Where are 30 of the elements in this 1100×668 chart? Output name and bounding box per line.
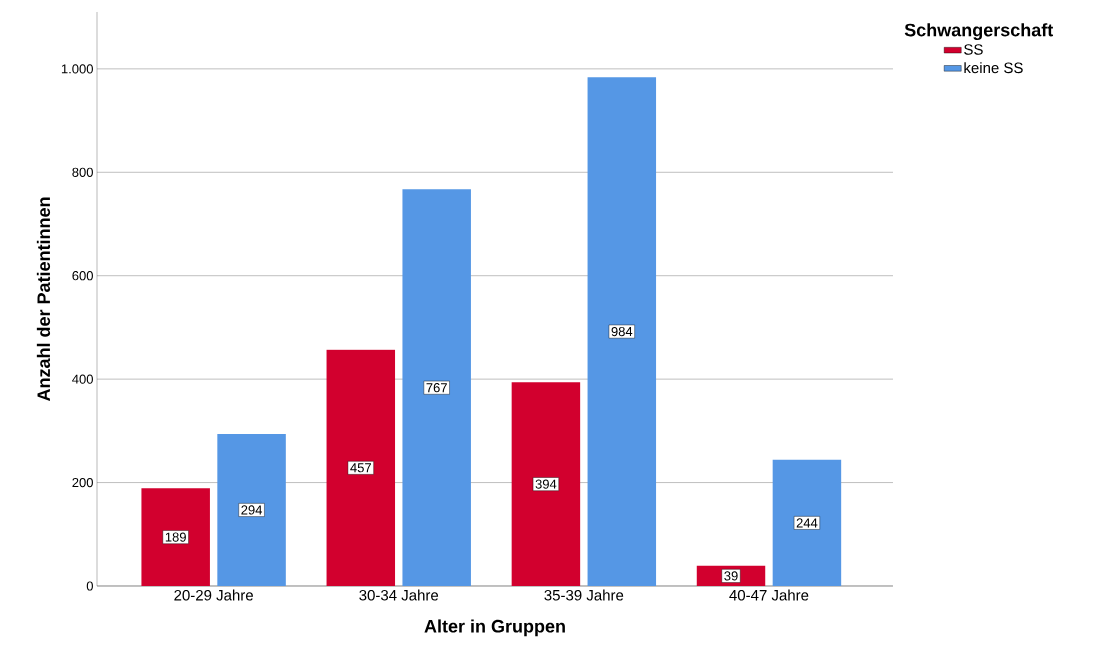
legend-title: Schwangerschaft (904, 23, 1054, 41)
legend-label: SS (964, 44, 983, 55)
x-tick-label: 40-47 Jahre (729, 589, 809, 601)
bar (511, 382, 581, 586)
bar (217, 433, 286, 586)
y-tick-label: 1.000 (61, 64, 93, 74)
y-tick-label: 800 (72, 167, 93, 177)
x-tick-label: 35-39 Jahre (544, 589, 624, 601)
x-axis-title: Alter in Gruppen (424, 619, 565, 637)
legend-label: keine SS (964, 62, 1023, 74)
data-label: 294 (241, 505, 263, 515)
bar (141, 488, 210, 586)
bar (402, 189, 471, 586)
bar (772, 459, 842, 586)
data-label: 457 (350, 463, 371, 473)
data-label: 984 (611, 326, 633, 337)
data-label: 244 (796, 518, 818, 528)
y-tick-label: 600 (72, 271, 93, 281)
data-label: 767 (426, 383, 447, 393)
data-label: 394 (535, 479, 557, 489)
y-tick-label: 0 (86, 581, 93, 591)
x-tick-label: 20-29 Jahre (174, 589, 253, 601)
bar (326, 349, 396, 586)
data-label: 189 (165, 532, 186, 542)
y-axis-title: Anzahl der Patientinnen (36, 197, 51, 402)
x-tick-label: 30-34 Jahre (359, 589, 439, 601)
data-label: 39 (724, 571, 738, 581)
y-tick-label: 400 (72, 374, 93, 384)
y-tick-label: 200 (72, 477, 93, 488)
bar (587, 77, 657, 586)
